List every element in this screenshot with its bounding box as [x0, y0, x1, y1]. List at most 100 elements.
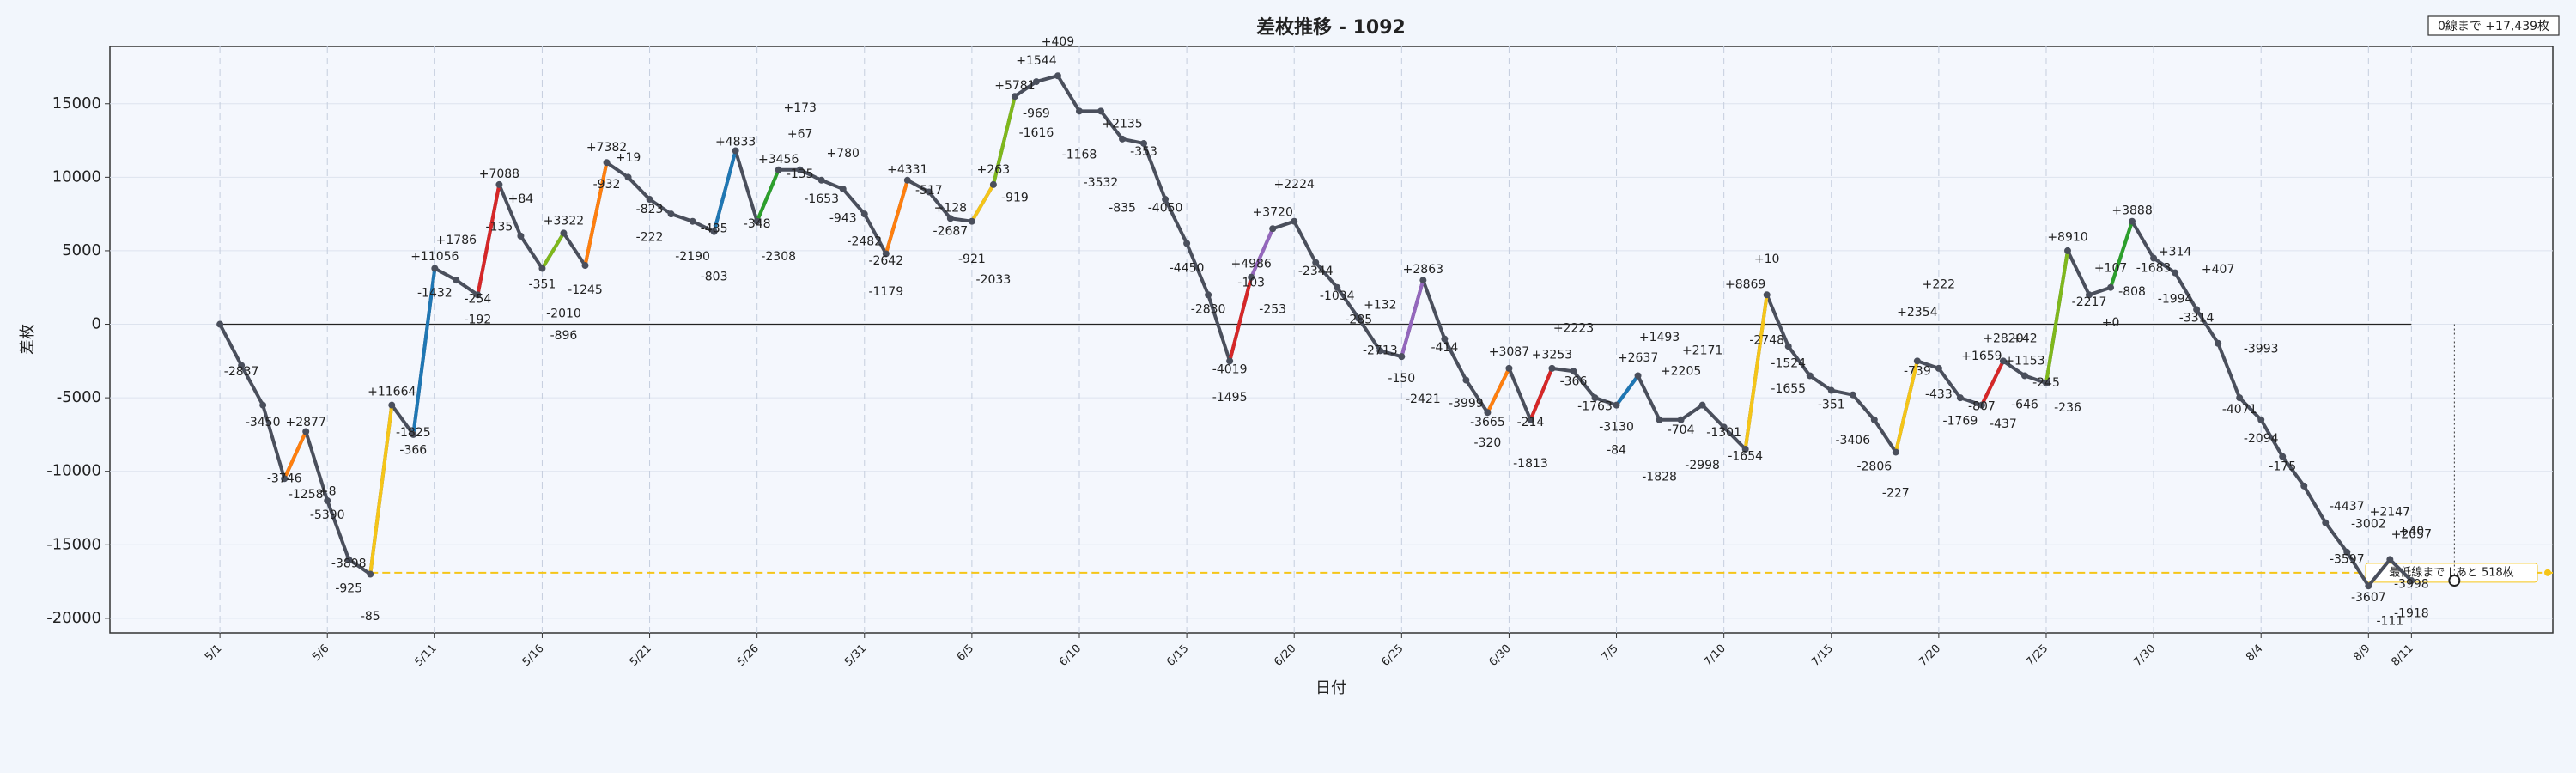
data-point: [2322, 519, 2330, 526]
data-point: [238, 362, 246, 369]
data-point: [2408, 577, 2415, 585]
data-point: [1935, 364, 1942, 372]
highlight-segment: [1743, 293, 1769, 452]
annotation: -192: [464, 313, 491, 326]
x-tick-label: 5/11: [412, 642, 439, 669]
annotation: +2863: [1403, 263, 1443, 277]
data-point: [2064, 247, 2072, 254]
annotation: +2135: [1102, 118, 1142, 131]
annotation: -2998: [1685, 459, 1720, 472]
data-point: [1419, 277, 1427, 284]
y-axis-label: 差枚: [19, 324, 37, 355]
annotation: +409: [1042, 35, 1074, 49]
x-tick-label: 6/10: [1057, 642, 1084, 669]
annotation: -2094: [2244, 432, 2279, 446]
data-point: [474, 291, 482, 299]
annotation: -366: [399, 444, 427, 458]
annotation: +2877: [286, 416, 326, 429]
data-point: [603, 159, 611, 167]
data-point: [2279, 453, 2287, 460]
annotation: +407: [2202, 263, 2234, 277]
data-point: [345, 556, 353, 563]
annotation: -1168: [1062, 149, 1097, 162]
data-point: [2236, 394, 2244, 402]
annotation: -925: [335, 582, 362, 596]
annotation: +173: [783, 101, 816, 115]
data-point: [1527, 416, 1534, 423]
x-tick-label: 7/15: [1809, 642, 1836, 669]
data-point: [216, 320, 224, 328]
annotation: -1495: [1212, 391, 1248, 405]
data-point: [1849, 391, 1856, 399]
data-point: [1291, 217, 1298, 225]
x-tick-label: 7/10: [1702, 642, 1728, 669]
data-point: [1656, 416, 1663, 423]
annotation: -3130: [1599, 420, 1634, 434]
data-point: [1312, 259, 1320, 266]
annotation: -84: [1607, 444, 1626, 458]
x-tick-label: 5/26: [735, 642, 762, 669]
x-tick-label: 5/16: [519, 642, 546, 669]
annotation: +67: [787, 128, 813, 142]
annotation: +5781: [994, 79, 1035, 93]
annotation: +1153: [2004, 354, 2044, 368]
data-point: [1741, 446, 1749, 453]
annotation: +263: [977, 163, 1010, 177]
annotation: -2687: [933, 225, 969, 239]
data-point: [2365, 582, 2372, 590]
plot-area: [109, 46, 2554, 634]
data-point: [2107, 283, 2115, 291]
data-point: [2300, 482, 2308, 490]
annotation: +4331: [887, 163, 927, 177]
data-point: [1441, 335, 1449, 343]
highlight-segment: [712, 149, 738, 234]
annotation: -1034: [1320, 289, 1355, 303]
data-point: [1505, 364, 1513, 372]
x-tick-label: 8/9: [2351, 642, 2372, 664]
annotation: +2224: [1274, 178, 1315, 192]
data-point: [1548, 364, 1556, 372]
data-point: [1827, 386, 1835, 394]
data-point: [1677, 416, 1685, 423]
data-point: [1119, 135, 1127, 143]
annotation: -150: [1388, 372, 1415, 386]
annotation: -4071: [2222, 403, 2257, 417]
annotation: +2171: [1682, 344, 1722, 357]
annotation: -103: [1237, 277, 1265, 290]
data-point: [1634, 372, 1642, 380]
x-tick-label: 5/1: [203, 642, 224, 664]
annotation: -1769: [1943, 415, 1978, 429]
annotation: -2713: [1363, 344, 1398, 357]
highlight-segment: [540, 231, 566, 271]
data-point: [732, 147, 739, 155]
annotation: -485: [701, 222, 728, 235]
data-point: [753, 217, 761, 225]
annotation: +107: [2094, 261, 2127, 275]
annotation: +40: [2399, 525, 2425, 539]
data-point: [1140, 139, 1148, 147]
data-point: [2386, 556, 2394, 563]
annotation: -3532: [1084, 176, 1119, 190]
highlight-segment: [969, 182, 995, 223]
highlight-segment: [1893, 359, 1919, 454]
annotation: +3456: [758, 153, 799, 167]
highlight-segment: [884, 178, 909, 256]
annotation: +4833: [715, 135, 756, 149]
data-point: [1162, 196, 1170, 204]
y-tick-label: 5000: [62, 241, 101, 259]
data-point: [2193, 306, 2201, 313]
annotation: -803: [701, 271, 728, 284]
annotation: -353: [1130, 145, 1157, 159]
data-point: [1075, 107, 1083, 115]
data-point: [1956, 394, 1964, 402]
annotation: -4450: [1170, 261, 1205, 275]
x-tick-label: 7/5: [1599, 642, 1620, 664]
annotation: -1683: [2136, 261, 2172, 275]
x-tick-label: 6/30: [1486, 642, 1513, 669]
data-point: [775, 166, 782, 173]
annotation: +3888: [2111, 204, 2152, 218]
annotation: -3450: [246, 416, 281, 429]
annotation: -351: [529, 277, 556, 291]
annotation: -921: [958, 253, 986, 266]
